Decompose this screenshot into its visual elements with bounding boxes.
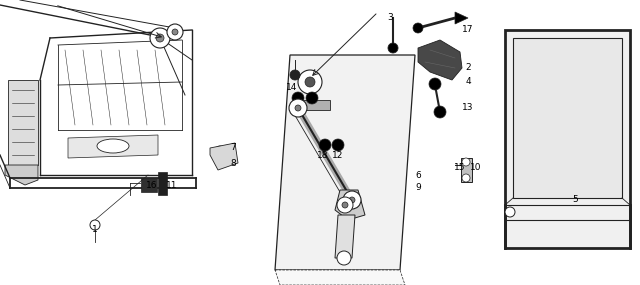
Circle shape — [388, 43, 398, 53]
Polygon shape — [505, 30, 630, 248]
Circle shape — [343, 191, 361, 209]
Circle shape — [349, 197, 355, 203]
Circle shape — [332, 139, 344, 151]
Polygon shape — [275, 270, 405, 285]
Polygon shape — [5, 165, 38, 185]
Ellipse shape — [97, 139, 129, 153]
Circle shape — [167, 24, 183, 40]
Circle shape — [342, 202, 348, 208]
Text: 7: 7 — [230, 144, 236, 152]
Circle shape — [337, 251, 351, 265]
Text: 1: 1 — [92, 225, 98, 235]
Circle shape — [298, 70, 322, 94]
Circle shape — [156, 34, 164, 42]
Text: 4: 4 — [465, 78, 471, 87]
Circle shape — [413, 23, 423, 33]
Polygon shape — [275, 55, 415, 270]
Polygon shape — [335, 215, 355, 258]
Text: 6: 6 — [415, 170, 421, 180]
Circle shape — [306, 92, 318, 104]
Text: 14: 14 — [286, 84, 298, 93]
Text: 12: 12 — [332, 150, 344, 160]
Polygon shape — [300, 100, 330, 110]
Text: 2: 2 — [465, 64, 471, 72]
Circle shape — [462, 174, 470, 182]
Circle shape — [295, 105, 301, 111]
Circle shape — [90, 220, 100, 230]
Polygon shape — [461, 158, 472, 182]
Text: 10: 10 — [470, 164, 482, 172]
Text: 13: 13 — [462, 103, 474, 113]
Polygon shape — [8, 80, 38, 165]
Text: 8: 8 — [230, 158, 236, 168]
Circle shape — [305, 77, 315, 87]
Polygon shape — [455, 12, 468, 24]
Text: 17: 17 — [462, 25, 474, 34]
Circle shape — [319, 139, 331, 151]
Circle shape — [337, 197, 353, 213]
Polygon shape — [210, 143, 238, 170]
Polygon shape — [418, 40, 462, 80]
Text: 9: 9 — [415, 184, 421, 192]
Polygon shape — [68, 135, 158, 158]
Circle shape — [434, 106, 446, 118]
Text: 18: 18 — [317, 150, 329, 160]
Text: 15: 15 — [454, 164, 466, 172]
Text: 3: 3 — [387, 13, 393, 23]
Text: 5: 5 — [572, 196, 578, 205]
Circle shape — [429, 78, 441, 90]
Polygon shape — [335, 190, 365, 220]
Circle shape — [505, 207, 515, 217]
Polygon shape — [158, 172, 167, 195]
Circle shape — [172, 29, 178, 35]
Circle shape — [462, 158, 470, 166]
Polygon shape — [141, 178, 157, 192]
Text: 16: 16 — [147, 180, 157, 190]
Circle shape — [292, 92, 304, 104]
Circle shape — [150, 28, 170, 48]
Circle shape — [290, 70, 300, 80]
Polygon shape — [513, 38, 622, 198]
Text: 11: 11 — [166, 180, 178, 190]
Circle shape — [289, 99, 307, 117]
